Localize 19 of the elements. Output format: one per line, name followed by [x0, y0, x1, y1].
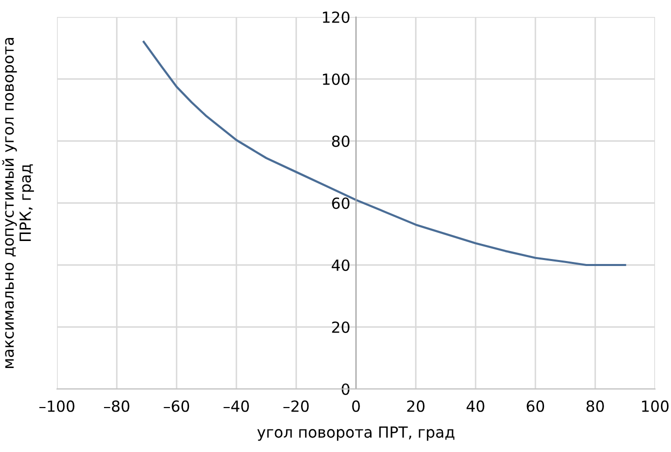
x-axis-title: угол поворота ПРТ, град	[257, 426, 454, 441]
y-tick-label: 20	[332, 321, 350, 334]
x-tick-label: 20	[407, 400, 425, 412]
y-tick-label: 100	[322, 73, 350, 86]
x-tick-label: –60	[164, 400, 190, 412]
x-tick-label: 60	[526, 400, 544, 412]
x-tick-label: –100	[39, 400, 74, 412]
y-axis-title: максимально допустимый угол поворота ПРК, град	[2, 38, 34, 368]
y-tick-label: 80	[332, 135, 350, 148]
y-tick-label: 120	[322, 11, 350, 24]
x-tick-label: –20	[283, 400, 309, 412]
y-tick-label: 40	[332, 259, 350, 272]
y-tick-label: 60	[332, 197, 350, 210]
x-tick-label: 80	[586, 400, 604, 412]
x-tick-label: 100	[642, 400, 669, 412]
x-tick-label: 0	[352, 400, 360, 412]
x-tick-label: –40	[224, 400, 249, 412]
x-tick-label: –80	[104, 400, 130, 412]
x-tick-label: 40	[466, 400, 484, 412]
